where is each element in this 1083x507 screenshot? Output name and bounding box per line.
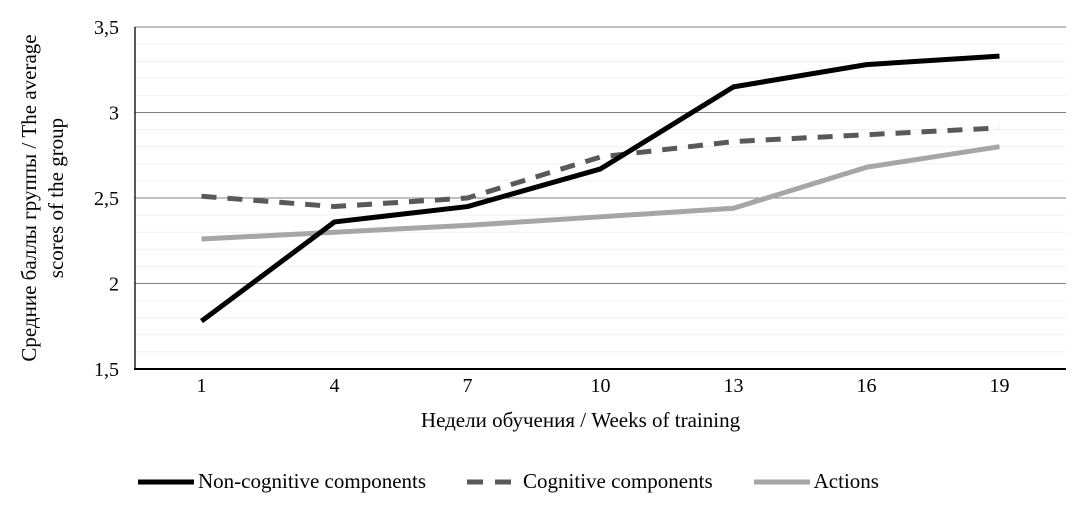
series-line-0 <box>200 53 1000 324</box>
legend-label: Non-cognitive components <box>198 469 427 493</box>
legend-swatch-line-icon <box>753 479 810 484</box>
series-line-2 <box>201 144 1000 242</box>
legend-label: Actions <box>813 469 879 493</box>
x-tick-label: 1 <box>197 375 207 397</box>
series-line-1 <box>201 125 1000 210</box>
legend-item-cognitive: Cognitive components <box>467 469 713 494</box>
x-tick-label: 7 <box>463 375 473 397</box>
y-tick-label: 2 <box>109 274 119 296</box>
x-tick-label: 10 <box>591 375 611 397</box>
legend-label: Cognitive components <box>523 469 713 493</box>
y-tick-label: 3,5 <box>94 17 119 39</box>
y-tick-label: 3 <box>109 103 119 125</box>
x-tick-label: 4 <box>330 375 340 397</box>
x-tick-label: 13 <box>724 375 744 397</box>
x-axis-title: Недели обучения / Weeks of training <box>420 408 741 432</box>
legend-swatch-dashed-line-icon <box>467 479 520 484</box>
legend-item-non-cognitive: Non-cognitive components <box>138 469 426 494</box>
y-tick-label: 2,5 <box>94 188 119 210</box>
legend-item-actions: Actions <box>753 469 879 494</box>
x-tick-label: 19 <box>990 375 1010 397</box>
y-tick-label: 1,5 <box>94 359 119 381</box>
plot-area: 1,5 2 2,5 3 3,5 1 4 7 10 13 16 19 <box>94 17 1066 397</box>
x-tick-label: 16 <box>857 375 877 397</box>
legend-swatch-line-icon <box>138 479 194 484</box>
legend: Non-cognitive components Cognitive compo… <box>138 469 879 494</box>
